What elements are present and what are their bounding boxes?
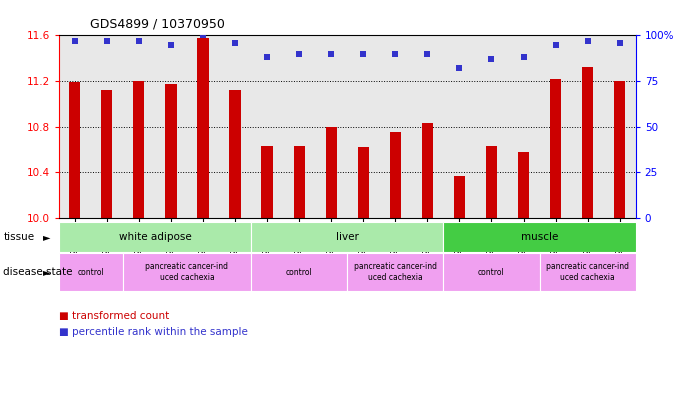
Bar [540, 253, 636, 291]
Bar [123, 253, 251, 291]
Text: liver: liver [336, 232, 359, 242]
Bar [444, 222, 636, 252]
Bar [325, 127, 337, 218]
Text: control: control [478, 268, 505, 277]
Text: disease state: disease state [3, 267, 73, 277]
Bar [582, 67, 594, 218]
Bar [133, 81, 144, 218]
Text: control: control [77, 268, 104, 277]
Text: white adipose: white adipose [119, 232, 191, 242]
Bar [251, 222, 444, 252]
Bar [347, 253, 444, 291]
Bar [59, 222, 251, 252]
Bar [444, 253, 540, 291]
Bar [165, 84, 176, 218]
Text: ►: ► [43, 267, 50, 277]
Text: ■ percentile rank within the sample: ■ percentile rank within the sample [59, 327, 247, 337]
Bar [294, 146, 305, 218]
Bar [59, 253, 123, 291]
Bar [358, 147, 369, 218]
Text: ►: ► [43, 232, 50, 242]
Bar [261, 146, 273, 218]
Text: pancreatic cancer-ind
uced cachexia: pancreatic cancer-ind uced cachexia [145, 263, 229, 282]
Bar [486, 146, 497, 218]
Text: pancreatic cancer-ind
uced cachexia: pancreatic cancer-ind uced cachexia [354, 263, 437, 282]
Bar [229, 90, 240, 218]
Bar [251, 253, 347, 291]
Text: GDS4899 / 10370950: GDS4899 / 10370950 [90, 18, 225, 31]
Text: muscle: muscle [521, 232, 558, 242]
Text: pancreatic cancer-ind
uced cachexia: pancreatic cancer-ind uced cachexia [546, 263, 629, 282]
Bar [614, 81, 625, 218]
Text: tissue: tissue [3, 232, 35, 242]
Bar [422, 123, 433, 218]
Bar [550, 79, 561, 218]
Text: control: control [286, 268, 312, 277]
Bar [198, 38, 209, 218]
Bar [390, 132, 401, 218]
Bar [69, 82, 80, 218]
Bar [454, 176, 465, 218]
Text: ■ transformed count: ■ transformed count [59, 311, 169, 321]
Bar [518, 152, 529, 218]
Bar [101, 90, 113, 218]
